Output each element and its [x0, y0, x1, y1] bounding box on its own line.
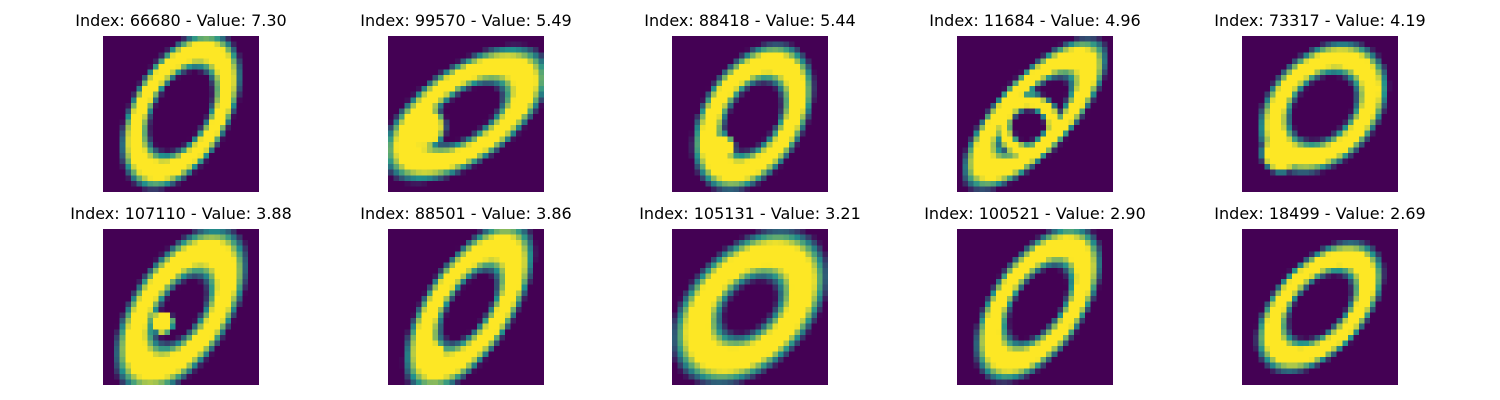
- panel-title: Index: 107110 - Value: 3.88: [70, 204, 292, 223]
- panel-title: Index: 99570 - Value: 5.49: [360, 11, 572, 30]
- image-panel: Index: 73317 - Value: 4.19: [1178, 12, 1462, 202]
- digit-image: [388, 36, 544, 192]
- panel-title: Index: 18499 - Value: 2.69: [1214, 204, 1426, 223]
- digit-image: [1242, 36, 1398, 192]
- panel-title: Index: 105131 - Value: 3.21: [639, 204, 861, 223]
- digit-image: [672, 36, 828, 192]
- image-panel: Index: 11684 - Value: 4.96: [893, 12, 1177, 202]
- digit-image: [388, 229, 544, 385]
- panel-title: Index: 66680 - Value: 7.30: [75, 11, 287, 30]
- panel-title: Index: 100521 - Value: 2.90: [924, 204, 1146, 223]
- image-panel: Index: 66680 - Value: 7.30: [39, 12, 323, 202]
- image-panel: Index: 107110 - Value: 3.88: [39, 205, 323, 395]
- image-panel: Index: 88501 - Value: 3.86: [324, 205, 608, 395]
- digit-image: [1242, 229, 1398, 385]
- panel-title: Index: 88418 - Value: 5.44: [644, 11, 856, 30]
- image-panel: Index: 18499 - Value: 2.69: [1178, 205, 1462, 395]
- image-panel: Index: 105131 - Value: 3.21: [608, 205, 892, 395]
- image-panel: Index: 99570 - Value: 5.49: [324, 12, 608, 202]
- digit-image: [103, 229, 259, 385]
- digit-image: [103, 36, 259, 192]
- panel-title: Index: 73317 - Value: 4.19: [1214, 11, 1426, 30]
- image-panel: Index: 100521 - Value: 2.90: [893, 205, 1177, 395]
- digit-image: [957, 229, 1113, 385]
- panel-title: Index: 88501 - Value: 3.86: [360, 204, 572, 223]
- digit-image: [672, 229, 828, 385]
- panel-title: Index: 11684 - Value: 4.96: [929, 11, 1141, 30]
- digit-image: [957, 36, 1113, 192]
- image-panel: Index: 88418 - Value: 5.44: [608, 12, 892, 202]
